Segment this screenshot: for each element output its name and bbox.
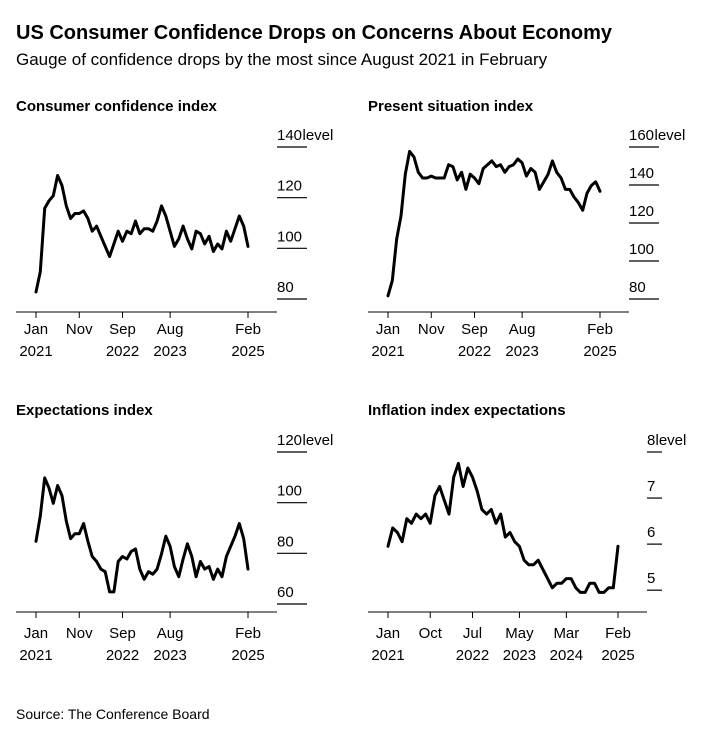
present-situation-series-line — [386, 149, 602, 298]
page-title: US Consumer Confidence Drops on Concerns… — [16, 22, 612, 44]
source-note: Source: The Conference Board — [16, 706, 210, 722]
consumer-confidence-ytick-label: 120 — [277, 178, 302, 195]
inflation-expectations-xtick-year: 2025 — [601, 647, 634, 664]
expectations-ytick-label: 80 — [277, 533, 294, 550]
inflation-expectations-xtick-year: 2021 — [371, 647, 404, 664]
inflation-expectations-xtick-year: 2022 — [456, 647, 489, 664]
expectations-xtick-label: Sep — [109, 625, 136, 642]
inflation-expectations-xtick-label: Oct — [419, 625, 443, 642]
inflation-expectations-ytick-label: 8 — [647, 432, 655, 449]
expectations-y-unit-label: level — [303, 432, 334, 449]
present-situation-xtick-label: Nov — [418, 321, 445, 338]
consumer-confidence-xtick-label: Nov — [66, 321, 93, 338]
present-situation-ytick-label: 140 — [629, 165, 654, 182]
consumer-confidence-xtick-label: Feb — [235, 321, 261, 338]
expectations-xtick-label: Jan — [24, 625, 48, 642]
consumer-confidence-ytick-label: 100 — [277, 228, 302, 245]
expectations-xtick-year: 2023 — [153, 647, 186, 664]
inflation-expectations-y-unit-label: level — [656, 432, 687, 449]
inflation-expectations-series-line — [386, 461, 620, 594]
expectations-xtick-label: Feb — [235, 625, 261, 642]
panel-title-inflation-expectations: Inflation index expectations — [368, 402, 566, 419]
present-situation-xtick-year: 2025 — [583, 343, 616, 360]
consumer-confidence-xtick-label: Sep — [109, 321, 136, 338]
inflation-expectations-xtick-label: Mar — [553, 625, 579, 642]
inflation-expectations-ytick-label: 6 — [647, 524, 655, 541]
inflation-expectations-xtick-year: 2023 — [503, 647, 536, 664]
inflation-expectations-xtick-year: 2024 — [550, 647, 583, 664]
inflation-expectations-xtick-label: Jan — [376, 625, 400, 642]
inflation-expectations-ytick-label: 7 — [647, 478, 655, 495]
consumer-confidence-xtick-year: 2025 — [231, 343, 264, 360]
expectations-ytick-label: 120 — [277, 432, 302, 449]
consumer-confidence-xtick-year: 2023 — [153, 343, 186, 360]
present-situation-ytick-label: 160 — [629, 127, 654, 144]
expectations-xtick-label: Nov — [66, 625, 93, 642]
expectations-ytick-label: 100 — [277, 483, 302, 500]
present-situation-ytick-label: 120 — [629, 203, 654, 220]
present-situation-xtick-label: Sep — [461, 321, 488, 338]
consumer-confidence-y-unit-label: level — [303, 127, 334, 144]
present-situation-xtick-label: Feb — [587, 321, 613, 338]
expectations-xtick-year: 2022 — [106, 647, 139, 664]
present-situation-xtick-label: Aug — [509, 321, 536, 338]
inflation-expectations-ytick-label: 5 — [647, 570, 655, 587]
present-situation-y-unit-label: level — [655, 127, 686, 144]
page-subtitle: Gauge of confidence drops by the most si… — [16, 50, 548, 69]
expectations-ytick-label: 60 — [277, 584, 294, 601]
present-situation-xtick-year: 2023 — [505, 343, 538, 360]
panel-title-consumer-confidence: Consumer confidence index — [16, 98, 217, 115]
inflation-expectations-xtick-label: Feb — [605, 625, 631, 642]
present-situation-ytick-label: 80 — [629, 279, 646, 296]
expectations-series-line — [34, 476, 250, 594]
consumer-confidence-xtick-year: 2022 — [106, 343, 139, 360]
expectations-xtick-year: 2021 — [19, 647, 52, 664]
consumer-confidence-ytick-label: 140 — [277, 127, 302, 144]
present-situation-ytick-label: 100 — [629, 241, 654, 258]
consumer-confidence-xtick-year: 2021 — [19, 343, 52, 360]
consumer-confidence-xtick-label: Aug — [157, 321, 184, 338]
panel-title-present-situation: Present situation index — [368, 98, 534, 115]
inflation-expectations-xtick-label: Jul — [463, 625, 482, 642]
consumer-confidence-series-line — [34, 174, 250, 294]
expectations-xtick-label: Aug — [157, 625, 184, 642]
inflation-expectations-xtick-label: May — [505, 625, 534, 642]
panel-title-expectations: Expectations index — [16, 402, 153, 419]
consumer-confidence-ytick-label: 80 — [277, 279, 294, 296]
present-situation-xtick-year: 2021 — [371, 343, 404, 360]
expectations-xtick-year: 2025 — [231, 647, 264, 664]
consumer-confidence-xtick-label: Jan — [24, 321, 48, 338]
present-situation-xtick-year: 2022 — [458, 343, 491, 360]
present-situation-xtick-label: Jan — [376, 321, 400, 338]
